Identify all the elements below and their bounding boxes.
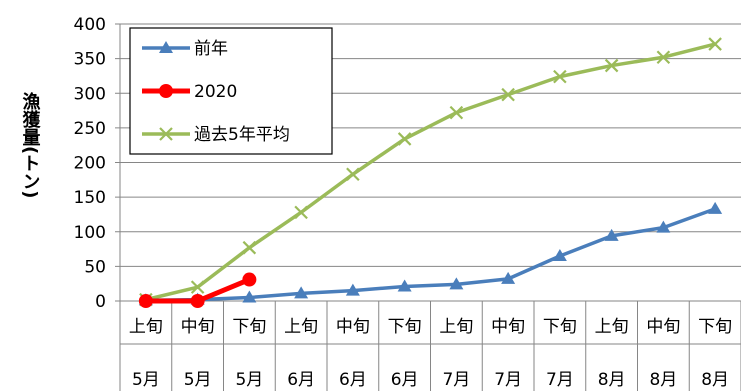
y-tick-labels: 0 50 100 150 200 250 300 350 400 xyxy=(74,15,106,312)
x-month-label: 6月 xyxy=(391,370,419,390)
legend-label: 2020 xyxy=(194,82,237,102)
legend-marker xyxy=(159,41,173,53)
x-period-label: 下旬 xyxy=(388,317,422,337)
y-tick-label: 0 xyxy=(95,292,106,312)
series-line xyxy=(145,207,716,303)
y-tick-label: 200 xyxy=(74,154,106,174)
data-point xyxy=(553,69,567,84)
x-period-label: 中旬 xyxy=(646,317,680,337)
data-point xyxy=(501,87,515,102)
data-point xyxy=(501,271,516,284)
legend-label: 過去5年平均 xyxy=(194,125,290,145)
series-2 xyxy=(139,37,722,307)
y-tick-label: 350 xyxy=(74,50,106,70)
series xyxy=(138,37,723,308)
data-point xyxy=(345,283,360,296)
x-period-label: 下旬 xyxy=(543,317,577,337)
y-tick-label: 100 xyxy=(74,223,106,243)
x-month-label: 8月 xyxy=(598,370,626,390)
x-period-label: 上旬 xyxy=(595,317,629,337)
data-point xyxy=(190,280,205,294)
data-point xyxy=(294,205,308,220)
x-period-label: 下旬 xyxy=(232,317,266,337)
x-period-label: 中旬 xyxy=(181,317,215,337)
data-point xyxy=(294,286,309,299)
data-point xyxy=(242,290,257,303)
series-1 xyxy=(138,272,257,308)
y-tick-label: 250 xyxy=(74,119,106,139)
y-axis-label: 漁獲量(トン) xyxy=(20,91,41,199)
data-point xyxy=(604,228,619,241)
x-period-label: 下旬 xyxy=(698,317,732,337)
data-point xyxy=(242,272,257,287)
legend-label: 前年 xyxy=(194,39,228,59)
legend-marker xyxy=(159,84,173,98)
x-month-label: 5月 xyxy=(132,370,160,390)
data-point xyxy=(242,240,257,255)
data-point xyxy=(397,132,412,146)
data-point xyxy=(708,37,722,51)
x-month-label: 5月 xyxy=(184,370,212,390)
series-line xyxy=(145,42,716,302)
data-point xyxy=(397,279,412,292)
data-point xyxy=(708,201,723,214)
data-point xyxy=(552,248,567,261)
data-point xyxy=(656,50,671,65)
x-period-label: 中旬 xyxy=(491,317,525,337)
data-point xyxy=(449,105,464,120)
data-point xyxy=(656,220,671,233)
x-period-label: 上旬 xyxy=(439,317,473,337)
x-period-label: 上旬 xyxy=(129,317,163,337)
x-month-label: 8月 xyxy=(649,370,677,390)
y-tick-label: 300 xyxy=(74,84,106,104)
data-point xyxy=(346,167,360,182)
y-tick-label: 400 xyxy=(74,15,106,35)
x-month-label: 6月 xyxy=(339,370,367,390)
x-period-label: 中旬 xyxy=(336,317,370,337)
x-period-label: 上旬 xyxy=(284,317,318,337)
y-tick-label: 50 xyxy=(84,257,106,277)
series-0 xyxy=(138,201,723,306)
x-category-labels: 上旬 5月 中旬 5月 下旬 5月 上旬 6月 中旬 6月 下旬 6月 上旬 7月 中旬 7月 下旬 7月 上旬 8月… xyxy=(119,301,741,391)
data-point xyxy=(190,294,205,308)
legend: 前年 2020 過去5年平均 xyxy=(129,27,333,155)
x-month-label: 7月 xyxy=(442,370,470,390)
y-tick-label: 150 xyxy=(74,188,106,208)
data-point xyxy=(138,294,153,308)
data-point xyxy=(604,58,619,73)
legend-marker xyxy=(159,127,173,141)
data-point xyxy=(449,277,464,290)
x-month-label: 7月 xyxy=(494,370,522,390)
x-month-label: 7月 xyxy=(546,370,574,390)
x-month-label: 5月 xyxy=(235,370,263,390)
x-month-label: 6月 xyxy=(287,370,315,390)
x-month-label: 8月 xyxy=(701,370,729,390)
